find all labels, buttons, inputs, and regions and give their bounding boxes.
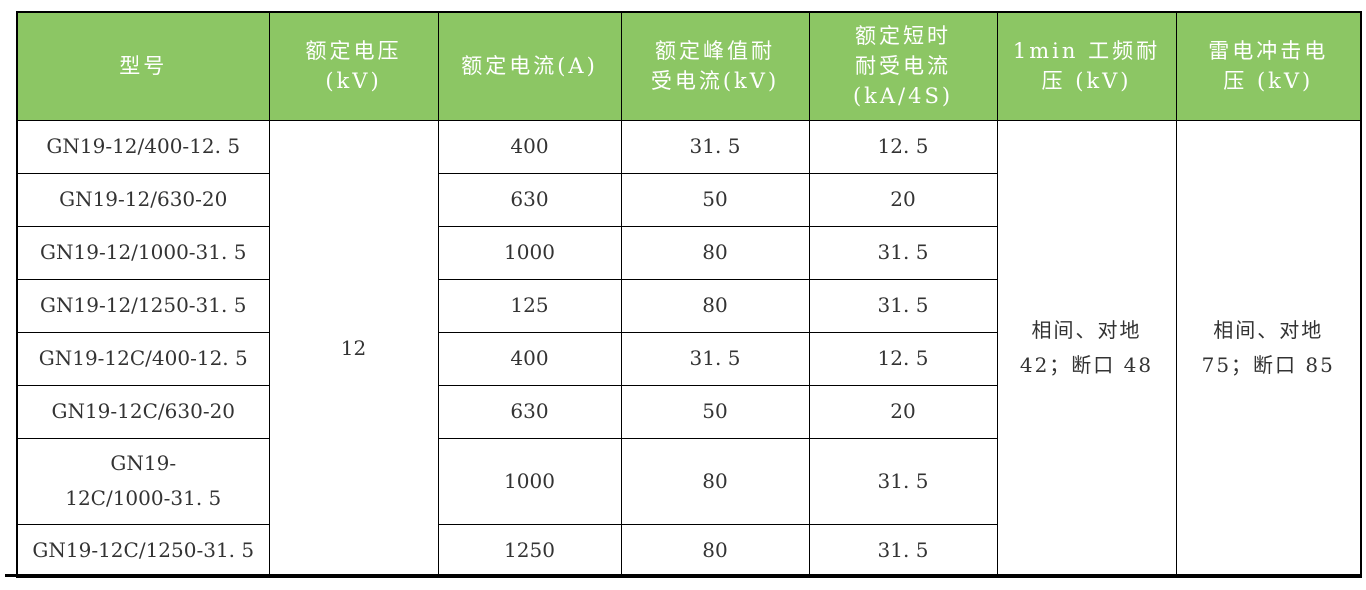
peak-cell: 31. 5 (620, 119, 810, 174)
short-time-cell: 20 (808, 172, 998, 227)
spec-table: 型号 额定电压 (kV) 额定电流(A) 额定峰值耐 受电流(kV) 额定短时 … (16, 11, 1362, 578)
table-row: GN19-12C/1250-31. 5 1250 80 31. 5 (16, 523, 1361, 578)
model-cell: GN19-12C/1250-31. 5 (16, 523, 270, 578)
model-cell: GN19-12/1000-31. 5 (16, 225, 270, 280)
table-row: GN19-12/1250-31. 5 125 80 31. 5 (16, 278, 1361, 333)
short-time-cell: 20 (808, 384, 998, 439)
peak-cell: 80 (620, 225, 810, 280)
header-cell-model: 型号 (16, 11, 270, 121)
current-cell: 400 (437, 119, 622, 174)
header-cell-short-time-withstand: 额定短时 耐受电流 (kA/4S) (808, 11, 998, 121)
current-cell: 125 (437, 278, 622, 333)
power-freq-merged-cell: 相间、对地 42；断口 48 (996, 119, 1177, 578)
table-bottom-rule (5, 574, 1361, 577)
table-row: GN19-12C/630-20 630 50 20 (16, 384, 1361, 439)
header-cell-power-freq: 1min 工频耐 压 (kV) (996, 11, 1177, 121)
model-cell: GN19-12/1250-31. 5 (16, 278, 270, 333)
header-cell-rated-voltage: 额定电压 (kV) (268, 11, 439, 121)
model-cell: GN19-12C/630-20 (16, 384, 270, 439)
table-row: GN19- 12C/1000-31. 5 1000 80 31. 5 (16, 437, 1361, 525)
model-cell: GN19- 12C/1000-31. 5 (16, 437, 270, 525)
table-row: GN19-12/1000-31. 5 1000 80 31. 5 (16, 225, 1361, 280)
header-cell-rated-current: 额定电流(A) (437, 11, 622, 121)
rated-voltage-merged-cell: 12 (268, 119, 439, 578)
peak-cell: 50 (620, 172, 810, 227)
table-row: GN19-12/630-20 630 50 20 (16, 172, 1361, 227)
short-time-cell: 31. 5 (808, 225, 998, 280)
lightning-merged-cell: 相间、对地 75；断口 85 (1175, 119, 1362, 578)
table-row: GN19-12/400-12. 5 12 400 31. 5 12. 5 相间、… (16, 119, 1362, 578)
peak-cell: 50 (620, 384, 810, 439)
model-cell: GN19-12/400-12. 5 (16, 119, 270, 174)
current-cell: 630 (437, 384, 622, 439)
current-cell: 1000 (437, 437, 622, 525)
peak-cell: 80 (620, 278, 810, 333)
short-time-cell: 12. 5 (808, 331, 998, 386)
table-row: GN19-12C/400-12. 5 400 31. 5 12. 5 (16, 331, 1361, 386)
header-cell-peak-withstand: 额定峰值耐 受电流(kV) (620, 11, 810, 121)
short-time-cell: 31. 5 (808, 278, 998, 333)
spec-table-container: 型号 额定电压 (kV) 额定电流(A) 额定峰值耐 受电流(kV) 额定短时 … (16, 11, 1362, 578)
current-cell: 400 (437, 331, 622, 386)
model-cell: GN19-12C/400-12. 5 (16, 331, 270, 386)
current-cell: 630 (437, 172, 622, 227)
current-cell: 1250 (437, 523, 622, 578)
current-cell: 1000 (437, 225, 622, 280)
header-cell-lightning: 雷电冲击电 压 (kV) (1175, 11, 1362, 121)
peak-cell: 80 (620, 523, 810, 578)
peak-cell: 31. 5 (620, 331, 810, 386)
short-time-cell: 31. 5 (808, 437, 998, 525)
model-cell: GN19-12/630-20 (16, 172, 270, 227)
table-header-row: 型号 额定电压 (kV) 额定电流(A) 额定峰值耐 受电流(kV) 额定短时 … (16, 11, 1362, 121)
short-time-cell: 31. 5 (808, 523, 998, 578)
short-time-cell: 12. 5 (808, 119, 998, 174)
peak-cell: 80 (620, 437, 810, 525)
